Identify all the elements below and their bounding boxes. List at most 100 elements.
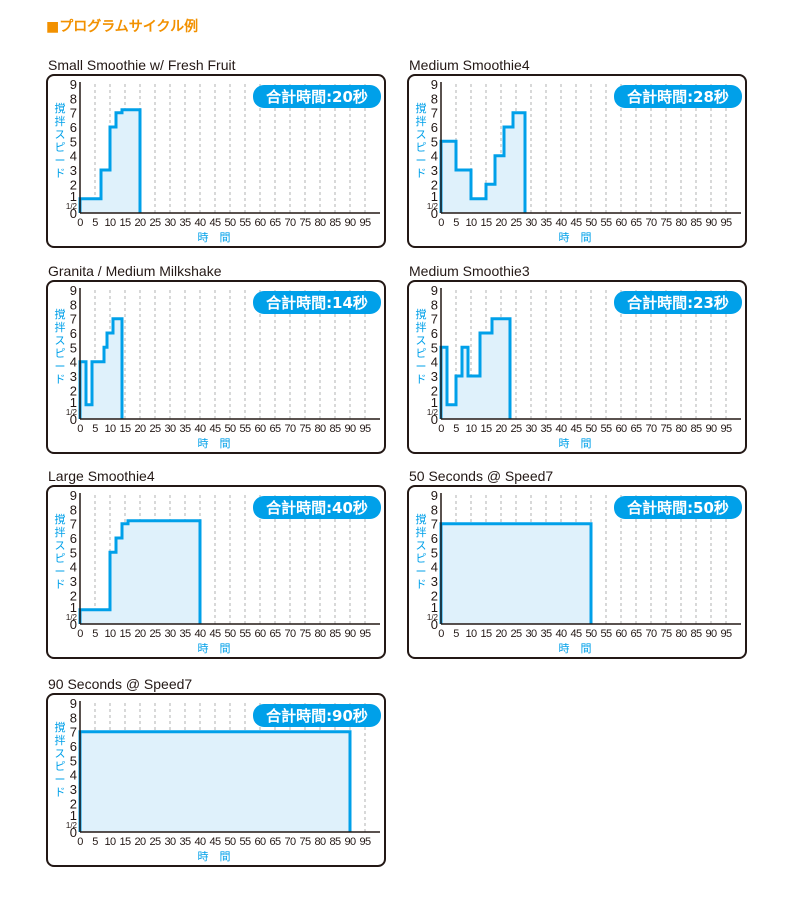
y-tick-label: 6: [70, 120, 77, 135]
total-time-badge: [253, 85, 381, 108]
x-tick-label: 80: [314, 217, 326, 229]
x-tick-label: 20: [134, 217, 146, 229]
x-tick-label: 50: [585, 217, 597, 229]
y-axis-label: ス: [416, 539, 427, 552]
y-tick-label: 4: [431, 149, 438, 164]
x-tick-label: 70: [284, 836, 296, 848]
chart-panel: Small Smoothie w/ Fresh Fruit 0 1/2 1 2 3 4 5 6…: [46, 57, 392, 250]
y-tick-label: 8: [70, 91, 77, 106]
y-axis-label: ス: [55, 539, 66, 552]
x-tick-label: 40: [555, 217, 567, 229]
x-tick-label: 0: [77, 217, 83, 229]
x-tick-label: 5: [92, 423, 98, 435]
x-tick-label: 60: [254, 836, 266, 848]
y-tick-label: 7: [70, 725, 77, 740]
x-tick-label: 55: [239, 423, 251, 435]
x-tick-label: 30: [164, 628, 176, 640]
x-tick-label: 75: [660, 628, 672, 640]
x-tick-label: 40: [194, 423, 206, 435]
x-tick-label: 80: [675, 628, 687, 640]
y-tick-label: 5: [431, 340, 438, 355]
x-tick-label: 95: [720, 628, 732, 640]
y-tick-label: 0: [431, 412, 438, 427]
chart-frame: 0 1/2 1 2 3 4 5 6 7 8 9 撹拌スピード 0 5 10 15 20 25 30 35 40 45 50 5…: [407, 485, 747, 659]
chart-title: Medium Smoothie4: [409, 57, 530, 73]
y-tick-label: 5: [431, 545, 438, 560]
x-tick-label: 65: [630, 217, 642, 229]
total-time-badge-text: 合計時間:90秒: [265, 707, 368, 725]
x-tick-label: 35: [179, 628, 191, 640]
y-axis-label: 拌: [55, 320, 66, 334]
y-tick-label: 7: [431, 312, 438, 327]
y-tick-label: 1: [70, 189, 77, 204]
x-tick-label: 5: [92, 628, 98, 640]
y-axis-label: ー: [416, 360, 427, 373]
x-tick-label: 15: [119, 217, 131, 229]
y-axis-label: ス: [416, 128, 427, 141]
x-tick-label: 65: [269, 628, 281, 640]
x-axis-label: 時 間: [198, 642, 231, 655]
y-tick-label: 7: [431, 517, 438, 532]
y-tick-label: 6: [431, 120, 438, 135]
x-tick-label: 65: [630, 628, 642, 640]
y-axis-label: ド: [55, 373, 66, 386]
x-tick-label: 60: [615, 217, 627, 229]
total-time-badge: [253, 291, 381, 314]
series-area: [80, 731, 350, 832]
x-tick-label: 15: [119, 836, 131, 848]
x-tick-label: 20: [495, 628, 507, 640]
chart-title: 50 Seconds @ Speed7: [409, 468, 554, 484]
x-tick-label: 15: [119, 628, 131, 640]
x-tick-label: 75: [299, 628, 311, 640]
y-axis-label: ピ: [55, 552, 66, 565]
y-tick-label: 1/2: [66, 613, 78, 622]
series-area: [441, 523, 591, 624]
y-tick-label: 2: [431, 383, 438, 398]
y-axis-label: ス: [55, 334, 66, 347]
x-tick-label: 30: [164, 836, 176, 848]
y-tick-label: 6: [70, 739, 77, 754]
y-tick-label: 8: [70, 297, 77, 312]
x-tick-label: 35: [179, 423, 191, 435]
y-axis-label: ス: [55, 128, 66, 141]
x-tick-label: 45: [209, 423, 221, 435]
y-axis-label: ー: [55, 565, 66, 578]
y-tick-label: 2: [431, 588, 438, 603]
y-tick-label: 9: [70, 77, 77, 92]
total-time-badge: [614, 496, 742, 519]
x-tick-label: 15: [119, 423, 131, 435]
y-tick-label: 9: [431, 283, 438, 298]
x-tick-label: 65: [269, 423, 281, 435]
y-tick-label: 0: [70, 412, 77, 427]
x-tick-label: 85: [690, 217, 702, 229]
x-tick-label: 90: [344, 628, 356, 640]
x-tick-label: 20: [495, 423, 507, 435]
x-tick-label: 25: [149, 836, 161, 848]
x-tick-label: 35: [540, 217, 552, 229]
x-tick-label: 0: [77, 836, 83, 848]
x-tick-label: 50: [224, 628, 236, 640]
x-tick-label: 0: [438, 423, 444, 435]
x-tick-label: 85: [329, 628, 341, 640]
x-tick-label: 35: [540, 628, 552, 640]
x-axis-label: 時 間: [559, 642, 592, 655]
y-tick-label: 4: [70, 355, 77, 370]
x-tick-label: 95: [720, 217, 732, 229]
y-axis-label: ー: [416, 154, 427, 167]
x-axis-label: 時 間: [198, 850, 231, 863]
series-line: [439, 317, 512, 419]
x-tick-label: 60: [254, 423, 266, 435]
x-tick-label: 0: [77, 423, 83, 435]
y-tick-label: 4: [70, 768, 77, 783]
x-tick-label: 15: [480, 423, 492, 435]
y-tick-label: 4: [70, 149, 77, 164]
chart-panel: Medium Smoothie4 0 1/2 1 2 3 4 5 6 7 8 9 撹拌スピード 0 5 10…: [407, 57, 753, 250]
y-axis-label: 拌: [55, 114, 66, 128]
chart-panel: Large Smoothie4 0 1/2 1 2 3 4 5 6 7 8 9 撹拌スピード 0 5 10 1…: [46, 468, 392, 661]
y-axis-label: 拌: [55, 525, 66, 539]
x-tick-label: 50: [585, 423, 597, 435]
y-tick-label: 0: [70, 617, 77, 632]
x-tick-label: 30: [164, 423, 176, 435]
y-tick-label: 7: [70, 312, 77, 327]
